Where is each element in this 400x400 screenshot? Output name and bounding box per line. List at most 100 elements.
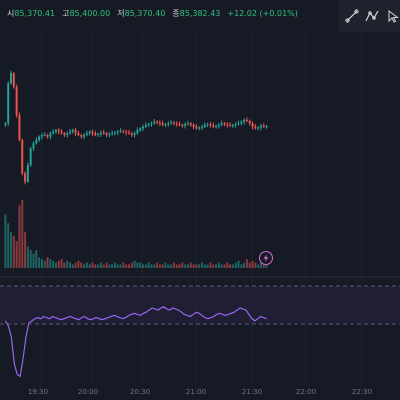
volume-bar xyxy=(91,262,94,268)
alert-button[interactable] xyxy=(259,251,273,265)
volume-bar xyxy=(60,259,63,268)
volume-bar xyxy=(153,264,156,268)
candle-body xyxy=(40,135,43,137)
volume-bar xyxy=(111,264,114,268)
candle-body xyxy=(198,127,201,129)
candle-body xyxy=(116,131,119,133)
volume-bar xyxy=(147,262,150,268)
candle-body xyxy=(201,126,203,128)
candle-body xyxy=(108,134,111,136)
candle-body xyxy=(74,130,77,134)
volume-bar xyxy=(178,264,181,268)
change-value: +12.02 (+0.01%) xyxy=(227,9,298,18)
open-key: 시 xyxy=(7,9,15,18)
volume-bar xyxy=(189,262,192,268)
candle-body xyxy=(113,132,116,134)
volume-bar xyxy=(54,262,57,268)
volume-bar xyxy=(4,214,7,268)
volume-bar xyxy=(102,264,105,268)
candle-body xyxy=(38,136,41,140)
candle-body xyxy=(158,122,161,124)
volume-bar xyxy=(46,257,49,268)
candle-body xyxy=(257,127,260,129)
volume-bar xyxy=(251,260,254,268)
time-label: 22:30 xyxy=(351,388,373,396)
candle-body xyxy=(10,73,13,84)
candle-body xyxy=(217,125,220,126)
polyline-tool-button[interactable] xyxy=(365,7,380,25)
volume-bar xyxy=(10,232,13,268)
open-value: 85,370.41 xyxy=(14,9,56,18)
candle-body xyxy=(91,131,94,134)
volume-bar xyxy=(156,262,159,268)
volume-bar xyxy=(248,262,251,268)
candle-body xyxy=(29,148,32,165)
candle-body xyxy=(15,86,18,115)
high-value: 85,400.00 xyxy=(69,9,111,18)
volume-bar xyxy=(167,264,170,268)
candle-body xyxy=(18,115,21,140)
low-key: 저 xyxy=(117,9,125,18)
time-label: 22:00 xyxy=(295,388,317,396)
candle-body xyxy=(259,125,262,128)
volume-bar xyxy=(144,264,147,268)
line-tool-icon xyxy=(345,9,359,23)
volume-bar xyxy=(254,262,257,268)
candle-body xyxy=(153,121,156,124)
cursor-tool-button[interactable] xyxy=(386,7,400,25)
candle-body xyxy=(85,133,88,135)
volume-bar xyxy=(184,264,187,268)
candle-body xyxy=(181,125,184,126)
candle-body xyxy=(229,125,232,126)
candle-body xyxy=(167,123,170,125)
low-value: 85,370.40 xyxy=(124,9,166,18)
candle-body xyxy=(139,128,142,130)
volume-bar xyxy=(116,264,119,268)
volume-bar xyxy=(77,260,80,268)
volume-bar xyxy=(24,232,27,268)
candle-body xyxy=(63,133,66,135)
candle-body xyxy=(32,143,35,149)
volume-bar xyxy=(175,264,178,268)
candle-body xyxy=(223,123,226,125)
volume-bar xyxy=(142,264,145,268)
time-label: 20:30 xyxy=(129,388,151,396)
candle-body xyxy=(127,132,130,134)
polyline-tool-icon xyxy=(365,10,380,22)
volume-bar xyxy=(105,262,108,268)
volume-bar xyxy=(83,264,86,268)
volume-bar xyxy=(192,264,195,268)
candle-body xyxy=(49,133,52,137)
candle-body xyxy=(192,125,195,127)
candle-body xyxy=(234,124,237,126)
volume-bar xyxy=(209,262,212,268)
volume-bar xyxy=(164,262,167,268)
candle-body xyxy=(215,125,218,127)
candle-body xyxy=(71,130,74,132)
candle-body xyxy=(119,130,122,132)
line-tool-button[interactable] xyxy=(345,7,359,25)
volume-bar xyxy=(223,264,226,268)
volume-bar xyxy=(40,259,43,268)
volume-bar xyxy=(57,260,60,268)
time-label: 20:00 xyxy=(77,388,99,396)
volume-bar xyxy=(133,260,136,268)
candle-body xyxy=(150,123,153,125)
volume-bar xyxy=(66,260,69,268)
candle-body xyxy=(156,121,159,123)
candle-body xyxy=(99,132,102,135)
volume-bar xyxy=(99,262,102,268)
volume-bar xyxy=(32,253,35,268)
volume-bar xyxy=(215,264,218,268)
indicator-line xyxy=(5,306,267,378)
volume-bar xyxy=(158,264,161,268)
lightning-icon xyxy=(263,254,269,262)
time-label: 21:00 xyxy=(185,388,207,396)
candle-body xyxy=(60,131,63,134)
ohlc-legend: 시 85,370.41 고 85,400.00 저 85,370.40 종 85… xyxy=(0,4,298,24)
volume-bar xyxy=(69,262,71,268)
candle-body xyxy=(88,131,91,134)
candle-body xyxy=(251,123,254,127)
volume-bar xyxy=(245,259,248,268)
